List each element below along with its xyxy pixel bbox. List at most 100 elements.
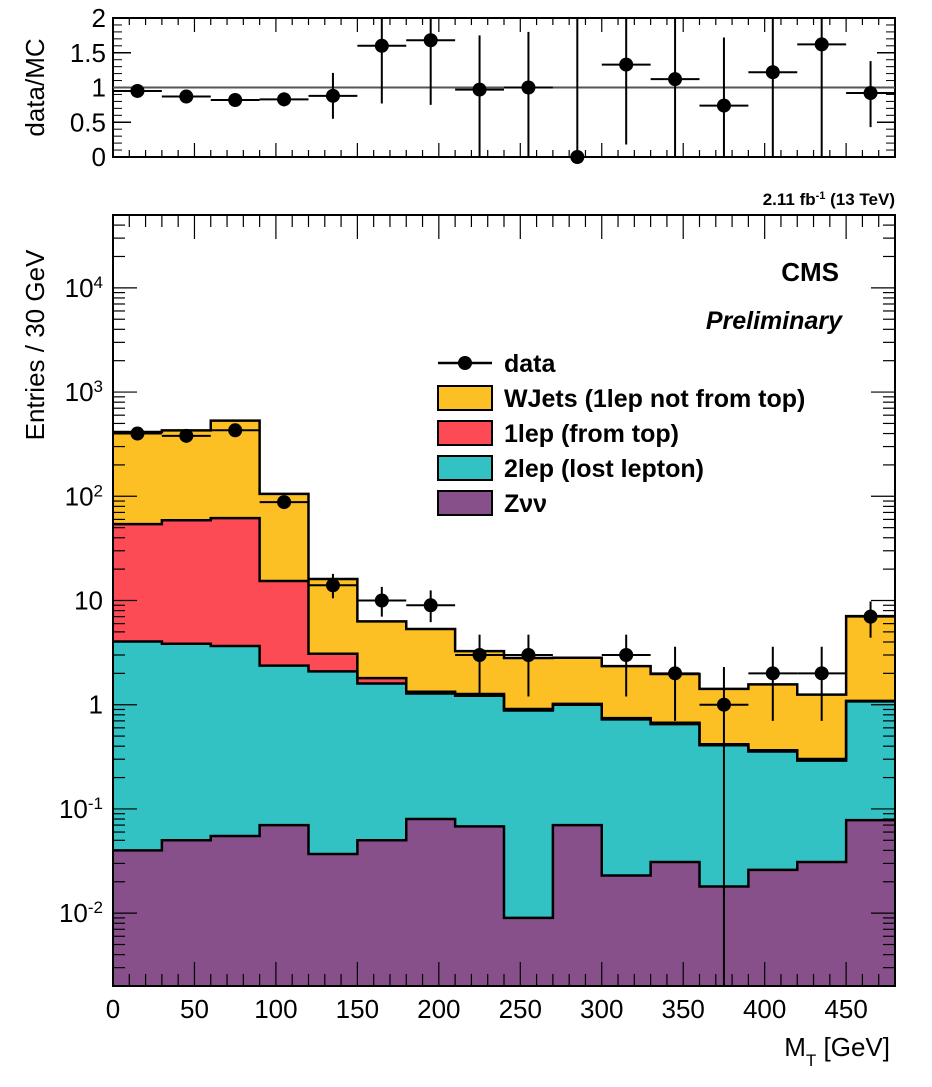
- data-point: [161, 428, 211, 443]
- main-y-tick-label: 10: [74, 586, 103, 616]
- data-point-marker: [521, 647, 536, 662]
- stack-outline-0: [113, 817, 895, 920]
- tick-base: 10: [74, 586, 103, 616]
- data-point-marker: [472, 647, 487, 662]
- ratio-point: [406, 18, 456, 105]
- data-point: [504, 634, 553, 697]
- tick-base: 10: [65, 481, 94, 511]
- ratio-point-marker: [619, 57, 634, 72]
- main-x-tick-label: 100: [254, 994, 297, 1024]
- ratio-point-marker: [179, 89, 194, 104]
- legend: data WJets (1lep not from top) 1lep (from …: [437, 350, 805, 518]
- main-y-axis-label: Entries / 30 GeV: [20, 249, 50, 440]
- data-point-marker: [863, 609, 878, 624]
- main-y-tick-label: 10-1: [59, 793, 103, 824]
- ratio-point: [259, 92, 309, 107]
- ratio-point-marker: [423, 33, 438, 48]
- data-point-marker: [619, 647, 634, 662]
- cms-label: CMS: [781, 257, 839, 287]
- legend-label: data: [504, 350, 557, 378]
- legend-label: 1lep (from top): [504, 420, 679, 448]
- ratio-point: [699, 37, 749, 157]
- x-axis-label-main: M: [784, 1032, 806, 1062]
- data-point-marker: [130, 426, 145, 441]
- ratio-y-tick-labels: 0 0.5 1 1.5 2: [70, 3, 106, 172]
- data-point: [650, 646, 700, 721]
- data-point-marker: [325, 578, 340, 593]
- ratio-point-marker: [130, 83, 145, 98]
- ratio-points: [113, 18, 895, 164]
- main-y-tick-label: 104: [65, 272, 103, 303]
- ratio-point: [504, 31, 553, 157]
- data-point: [455, 634, 504, 697]
- data-point: [797, 646, 847, 721]
- ratio-point-marker: [668, 72, 683, 87]
- main-y-tick-label: 10-2: [59, 898, 103, 929]
- data-point: [357, 586, 407, 617]
- data-point: [699, 667, 749, 986]
- data-point: [748, 646, 798, 721]
- ratio-y-tick-label: 0: [92, 142, 106, 172]
- data-point: [259, 495, 309, 510]
- main-x-tick-label: 250: [499, 994, 542, 1024]
- main-x-tick-label: 400: [743, 994, 786, 1024]
- ratio-point: [308, 72, 358, 119]
- legend-label: 2lep (lost lepton): [504, 455, 704, 483]
- main-x-tick-label: 350: [662, 994, 705, 1024]
- main-x-tick-label: 150: [336, 994, 379, 1024]
- main-x-tick-label: 450: [824, 994, 867, 1024]
- ratio-point: [552, 18, 602, 164]
- x-axis-label-unit: [GeV]: [816, 1032, 890, 1062]
- ratio-point: [797, 18, 847, 157]
- data-point-marker: [179, 428, 194, 443]
- data-point-marker: [374, 593, 389, 608]
- ratio-point-marker: [521, 80, 536, 95]
- legend-label: Zνν: [504, 490, 547, 518]
- legend-entry: 1lep (from top): [437, 420, 679, 448]
- ratio-point-marker: [277, 92, 292, 107]
- tick-base: 1: [89, 690, 103, 720]
- ratio-y-axis-label: data/MC: [20, 38, 50, 136]
- ratio-point: [113, 83, 162, 98]
- tick-base: 10: [65, 273, 94, 303]
- tick-exponent: 2: [94, 481, 103, 500]
- ratio-point-marker: [228, 93, 243, 108]
- main-x-tick-label: 50: [180, 994, 209, 1024]
- ratio-y-tick-label: 0.5: [70, 107, 106, 137]
- main-x-tick-label: 200: [417, 994, 460, 1024]
- x-axis-label: MT [GeV]: [784, 1032, 890, 1070]
- x-axis-label-subscript: T: [806, 1051, 816, 1070]
- main-y-tick-label: 103: [65, 377, 103, 408]
- ratio-point: [748, 18, 798, 157]
- data-point-marker: [228, 423, 243, 438]
- data-point-marker: [423, 598, 438, 613]
- ratio-y-tick-label: 1: [92, 73, 106, 103]
- ratio-point-marker: [716, 98, 731, 113]
- data-point: [601, 634, 651, 697]
- ratio-point-marker: [765, 65, 780, 80]
- lumi-energy: (13 TeV): [825, 190, 895, 209]
- tick-exponent: 3: [94, 377, 103, 396]
- ratio-point-marker: [374, 38, 389, 53]
- tick-base: 10: [59, 898, 88, 928]
- data-point: [406, 590, 456, 623]
- data-point: [308, 573, 358, 599]
- ratio-point-marker: [863, 86, 878, 101]
- ratio-point-marker: [472, 82, 487, 97]
- legend-entry: 2lep (lost lepton): [437, 455, 704, 483]
- ratio-point: [357, 18, 407, 104]
- ratio-panel: 0 0.5 1 1.5 2 data/MC: [20, 3, 896, 172]
- main-x-tick-label: 0: [106, 994, 120, 1024]
- ratio-y-tick-label: 2: [92, 3, 106, 33]
- legend-entry: WJets (1lep not from top): [437, 385, 805, 413]
- main-y-tick-label: 102: [65, 481, 103, 512]
- legend-entry: Zνν: [437, 490, 547, 518]
- legend-swatch: [437, 490, 493, 516]
- legend-data-marker: [458, 356, 472, 370]
- lumi-value: 2.11 fb: [763, 190, 816, 209]
- tick-exponent: -2: [88, 898, 103, 917]
- main-axis-ticks: [112, 214, 896, 987]
- ratio-y-tick-label: 1.5: [70, 38, 106, 68]
